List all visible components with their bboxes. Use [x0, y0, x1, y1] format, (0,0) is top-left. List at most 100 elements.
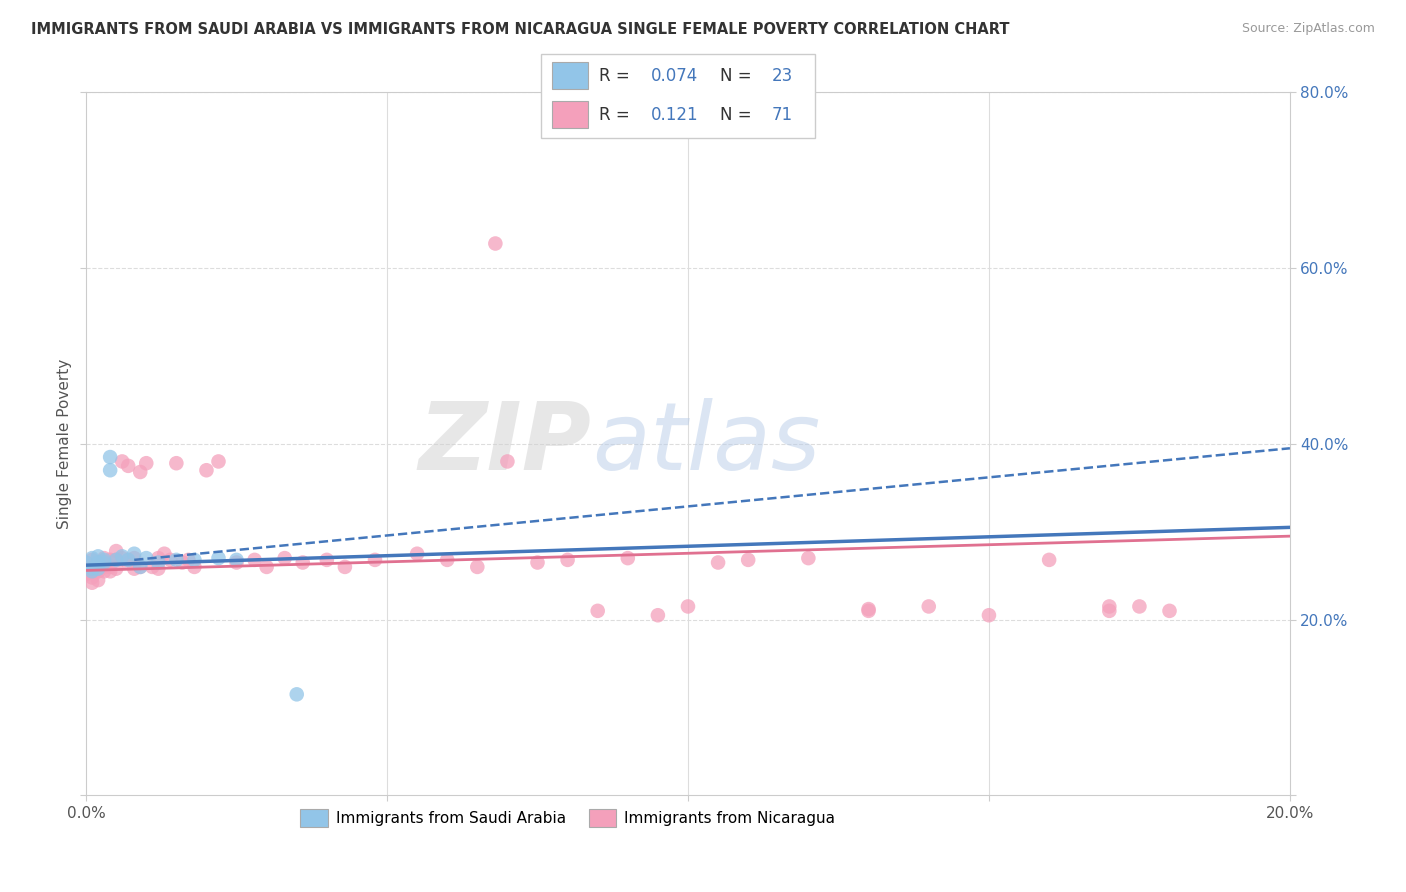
Point — [93, 553, 115, 567]
Point — [98, 450, 121, 464]
Point — [291, 556, 314, 570]
FancyBboxPatch shape — [553, 101, 588, 128]
Point — [148, 551, 170, 566]
Y-axis label: Single Female Poverty: Single Female Poverty — [58, 359, 72, 529]
Point — [172, 556, 194, 570]
Point — [858, 604, 880, 618]
Point — [207, 454, 229, 468]
Text: Source: ZipAtlas.com: Source: ZipAtlas.com — [1241, 22, 1375, 36]
Point — [98, 463, 121, 477]
Point — [80, 560, 103, 574]
Point — [737, 553, 759, 567]
Point — [98, 553, 121, 567]
Point — [80, 564, 103, 578]
Point — [159, 553, 181, 567]
Point — [122, 562, 145, 576]
Point — [285, 687, 308, 701]
Point — [465, 560, 488, 574]
Point — [243, 553, 266, 567]
Point — [105, 553, 128, 567]
Point — [93, 551, 115, 566]
Point — [1098, 604, 1121, 618]
Point — [87, 564, 110, 578]
FancyBboxPatch shape — [541, 54, 815, 138]
Text: N =: N = — [720, 105, 756, 123]
Text: 71: 71 — [772, 105, 793, 123]
Point — [75, 556, 97, 570]
Point — [496, 454, 519, 468]
Point — [117, 553, 139, 567]
Point — [225, 553, 247, 567]
Point — [117, 458, 139, 473]
Point — [1159, 604, 1181, 618]
Point — [177, 553, 200, 567]
FancyBboxPatch shape — [553, 62, 588, 89]
Point — [98, 560, 121, 574]
Point — [406, 547, 429, 561]
Point — [111, 551, 134, 566]
Point — [977, 608, 1000, 623]
Point — [647, 608, 669, 623]
Point — [80, 570, 103, 584]
Point — [141, 560, 163, 574]
Text: 23: 23 — [772, 67, 793, 85]
Point — [87, 549, 110, 564]
Point — [105, 544, 128, 558]
Point — [315, 553, 337, 567]
Point — [165, 553, 187, 567]
Point — [484, 236, 506, 251]
Point — [256, 560, 278, 574]
Point — [98, 564, 121, 578]
Point — [617, 551, 640, 566]
Point — [183, 553, 205, 567]
Point — [135, 456, 157, 470]
Text: N =: N = — [720, 67, 756, 85]
Point — [207, 551, 229, 566]
Point — [1098, 599, 1121, 614]
Point — [105, 562, 128, 576]
Point — [80, 575, 103, 590]
Point — [858, 602, 880, 616]
Point — [165, 456, 187, 470]
Point — [80, 551, 103, 566]
Point — [105, 553, 128, 567]
Point — [80, 562, 103, 576]
Point — [797, 551, 820, 566]
Point — [676, 599, 699, 614]
Text: IMMIGRANTS FROM SAUDI ARABIA VS IMMIGRANTS FROM NICARAGUA SINGLE FEMALE POVERTY : IMMIGRANTS FROM SAUDI ARABIA VS IMMIGRAN… — [31, 22, 1010, 37]
Point — [129, 560, 152, 574]
Point — [707, 556, 730, 570]
Point — [93, 564, 115, 578]
Point — [333, 560, 356, 574]
Point — [87, 556, 110, 570]
Point — [111, 549, 134, 564]
Point — [557, 553, 579, 567]
Point — [586, 604, 609, 618]
Point — [153, 547, 176, 561]
Point — [75, 562, 97, 576]
Point — [183, 560, 205, 574]
Point — [1038, 553, 1060, 567]
Point — [80, 564, 103, 578]
Text: 0.074: 0.074 — [651, 67, 699, 85]
Point — [122, 551, 145, 566]
Point — [87, 556, 110, 570]
Point — [87, 562, 110, 576]
Point — [135, 551, 157, 566]
Text: R =: R = — [599, 67, 636, 85]
Point — [122, 547, 145, 561]
Point — [87, 562, 110, 576]
Point — [225, 556, 247, 570]
Text: atlas: atlas — [592, 399, 820, 490]
Point — [364, 553, 387, 567]
Point — [75, 566, 97, 581]
Text: ZIP: ZIP — [419, 398, 592, 490]
Point — [80, 553, 103, 567]
Point — [148, 556, 170, 570]
Point — [87, 573, 110, 587]
Point — [117, 556, 139, 570]
Point — [1128, 599, 1150, 614]
Point — [918, 599, 941, 614]
Point — [93, 560, 115, 574]
Legend: Immigrants from Saudi Arabia, Immigrants from Nicaragua: Immigrants from Saudi Arabia, Immigrants… — [294, 803, 841, 833]
